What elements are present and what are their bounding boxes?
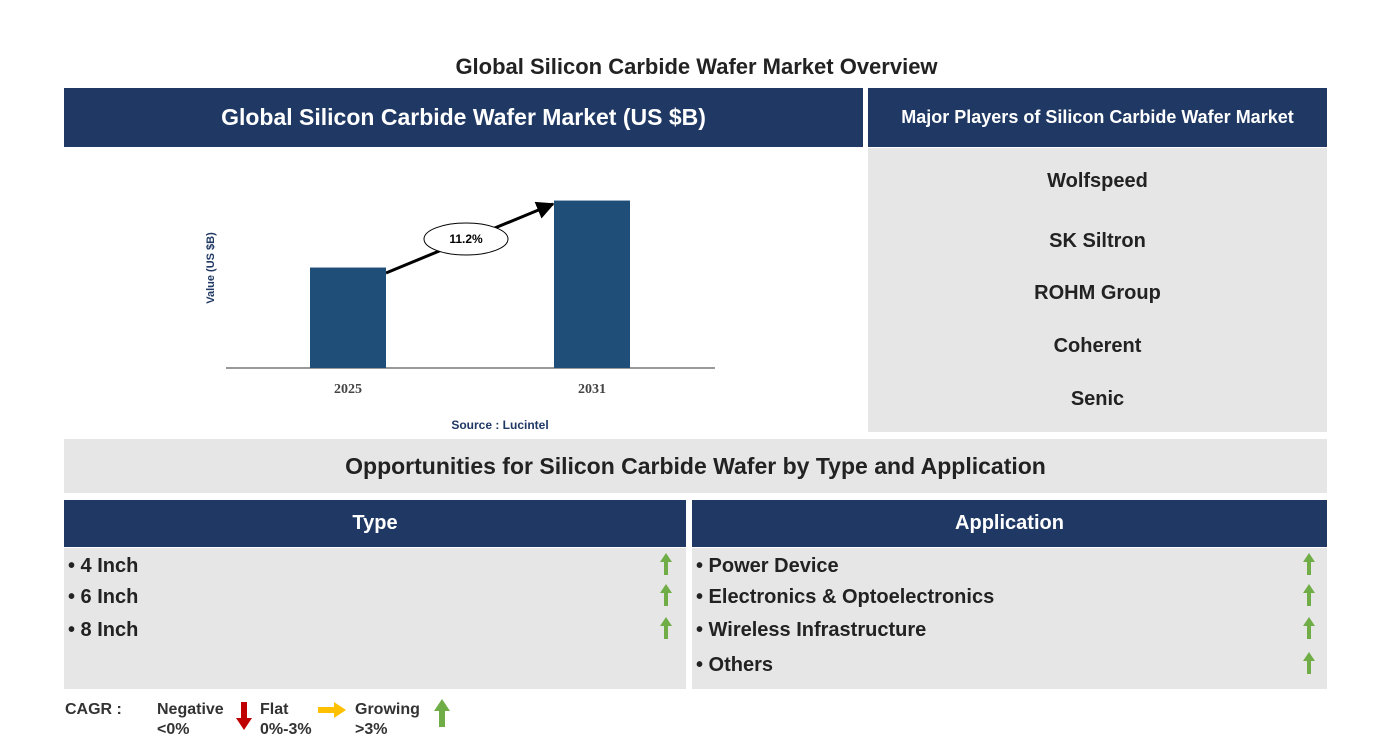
legend-item: Negative <0% xyxy=(157,700,224,740)
list-item: • Power Device xyxy=(696,555,839,577)
x-tick-label: 2031 xyxy=(578,382,606,397)
list-item: • Wireless Infrastructure xyxy=(696,619,927,641)
player: ROHM Group xyxy=(1034,282,1161,304)
cagr-bubble xyxy=(423,222,509,256)
list-item: • 6 Inch xyxy=(68,586,139,608)
cagr-label: 11.2% xyxy=(449,232,483,246)
legend-item: Flat 0%-3% xyxy=(260,700,312,740)
player: Wolfspeed xyxy=(1047,170,1148,192)
players-panel xyxy=(868,148,1327,432)
opportunities-header: Opportunities for Silicon Carbide Wafer … xyxy=(64,439,1327,493)
up-arrow xyxy=(660,553,672,575)
list-item: • Others xyxy=(696,654,774,676)
player: Coherent xyxy=(1053,335,1142,357)
bar xyxy=(310,267,386,368)
up-arrow xyxy=(660,584,672,606)
bar xyxy=(554,200,630,368)
up-arrow xyxy=(1303,617,1315,639)
x-tick-label: 2025 xyxy=(334,382,362,397)
legend-text: Negative xyxy=(157,701,224,718)
flat-arrow xyxy=(318,702,346,718)
legend-range: >3% xyxy=(355,721,388,738)
player: SK Siltron xyxy=(1049,230,1146,252)
up-arrow xyxy=(1303,652,1315,674)
source: Source : Lucintel xyxy=(451,418,548,432)
type-list: • 4 Inch • 6 Inch • 8 Inch xyxy=(64,548,686,689)
chart: 11.2% Value (US $B) Source : Lucintel 20… xyxy=(205,200,715,432)
players-header: Major Players of Silicon Carbide Wafer M… xyxy=(868,88,1327,147)
list-item: • Electronics & Optoelectronics xyxy=(696,586,995,608)
up-arrow xyxy=(434,699,450,727)
down-arrow xyxy=(236,702,252,730)
application-header: Application xyxy=(692,500,1327,547)
up-arrow xyxy=(1303,553,1315,575)
page-title: Global Silicon Carbide Wafer Market Over… xyxy=(455,54,938,79)
legend-text: Growing xyxy=(355,701,420,718)
up-arrow xyxy=(1303,584,1315,606)
legend-item: Growing >3% xyxy=(355,700,420,740)
chart-header: Global Silicon Carbide Wafer Market (US … xyxy=(64,88,863,147)
up-arrow xyxy=(660,617,672,639)
player: Senic xyxy=(1070,388,1125,410)
legend-range: <0% xyxy=(157,721,190,738)
legend-range: 0%-3% xyxy=(260,721,312,738)
application-list: • Power Device • Electronics & Optoelectr… xyxy=(692,548,1327,689)
list-item: • 8 Inch xyxy=(68,619,139,641)
list-item: • 4 Inch xyxy=(68,555,139,577)
legend-text: Flat xyxy=(260,701,289,718)
legend-label: CAGR : xyxy=(65,701,122,718)
y-axis-label: Value (US $B) xyxy=(205,232,217,304)
type-header: Type xyxy=(64,500,686,547)
